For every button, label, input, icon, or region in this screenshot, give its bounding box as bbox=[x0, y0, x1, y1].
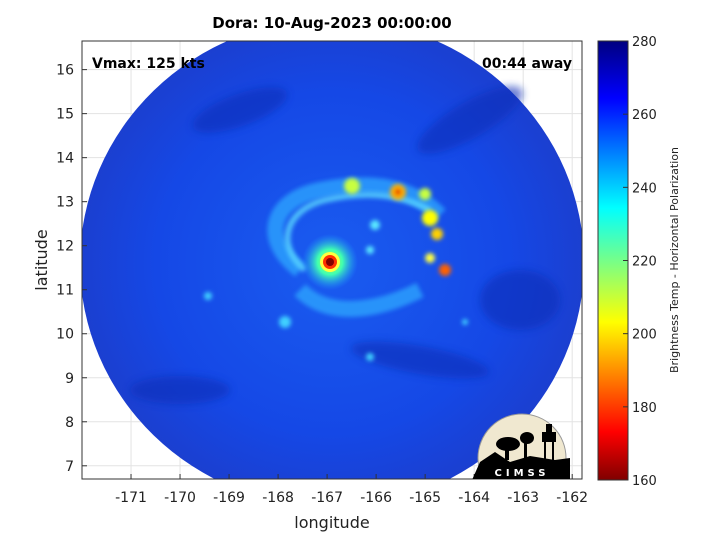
y-tick-label: 14 bbox=[56, 151, 74, 167]
x-tick-label: -166 bbox=[360, 490, 392, 506]
colorbar-label: Brightness Temp - Horizontal Polarizatio… bbox=[668, 147, 681, 373]
y-axis-label: latitude bbox=[32, 229, 51, 290]
x-tick-label: -167 bbox=[311, 490, 343, 506]
y-tick-label: 10 bbox=[56, 327, 74, 343]
swath-image bbox=[82, 41, 582, 479]
colorbar-tick-label: 180 bbox=[632, 401, 657, 416]
x-tick-label: -169 bbox=[213, 490, 245, 506]
x-axis-ticks: -171 -170 -169 -168 -167 -166 -165 -164 -163 -162 bbox=[115, 474, 588, 506]
x-tick-label: -170 bbox=[164, 490, 196, 506]
y-axis-ticks: 7 8 9 10 11 12 13 14 15 16 bbox=[56, 63, 87, 475]
time-away-annotation: 00:44 away bbox=[482, 56, 572, 72]
x-tick-label: -165 bbox=[409, 490, 441, 506]
y-tick-label: 11 bbox=[56, 283, 74, 299]
colorbar-tick-label: 260 bbox=[632, 108, 657, 123]
cimss-logo: CIMSS bbox=[472, 413, 570, 479]
x-tick-label: -171 bbox=[115, 490, 147, 506]
y-tick-label: 12 bbox=[56, 239, 74, 255]
y-tick-label: 9 bbox=[65, 371, 74, 387]
chart-title: Dora: 10-Aug-2023 00:00:00 bbox=[212, 14, 451, 32]
colorbar-tick-label: 220 bbox=[632, 255, 657, 270]
x-axis-label: longitude bbox=[294, 513, 369, 532]
axes-frame bbox=[81, 40, 583, 480]
vmax-annotation: Vmax: 125 kts bbox=[92, 56, 205, 72]
colorbar-tick-label: 240 bbox=[632, 181, 657, 196]
y-tick-label: 15 bbox=[56, 107, 74, 123]
x-tick-label: -162 bbox=[556, 490, 588, 506]
y-tick-label: 13 bbox=[56, 195, 74, 211]
y-tick-label: 8 bbox=[65, 415, 74, 431]
colorbar-ticks: 160 180 200 220 240 260 280 bbox=[623, 35, 657, 489]
x-tick-label: -163 bbox=[507, 490, 539, 506]
colorbar-tick-label: 280 bbox=[632, 35, 657, 50]
x-tick-label: -164 bbox=[458, 490, 490, 506]
logo-text: CIMSS bbox=[495, 468, 550, 479]
y-tick-label: 7 bbox=[65, 459, 74, 475]
colorbar: 160 180 200 220 240 260 280 Brightness Temp - … bbox=[597, 35, 681, 489]
x-tick-label: -168 bbox=[262, 490, 294, 506]
colorbar-tick-label: 200 bbox=[632, 328, 657, 343]
colorbar-tick-label: 160 bbox=[632, 474, 657, 489]
y-tick-label: 16 bbox=[56, 63, 74, 79]
